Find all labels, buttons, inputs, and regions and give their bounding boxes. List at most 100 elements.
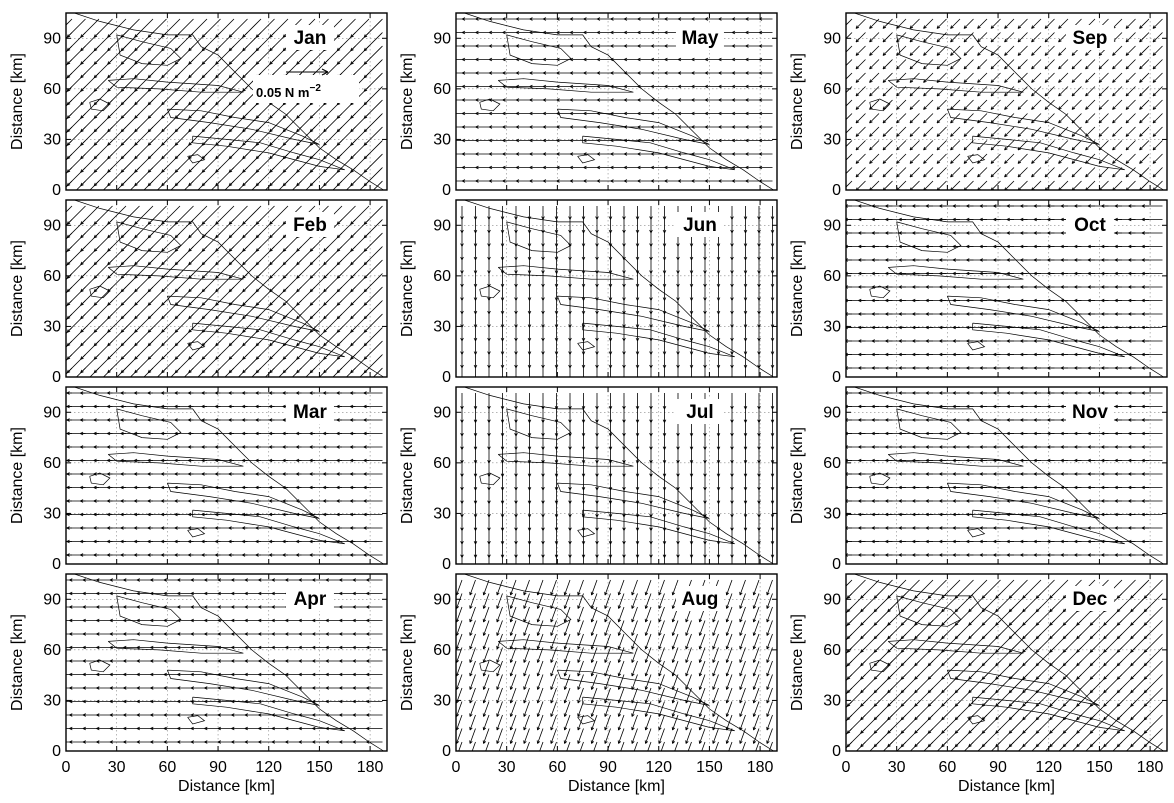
- wind-arrow: [757, 273, 761, 288]
- wind-arrow: [909, 153, 920, 164]
- wind-arrow: [1017, 86, 1028, 97]
- wind-arrow: [278, 367, 289, 377]
- wind-arrow: [461, 44, 476, 48]
- coastline-outline: [506, 221, 572, 253]
- wind-arrow: [363, 553, 383, 557]
- wind-arrow: [1152, 32, 1163, 43]
- wind-arrow: [456, 674, 463, 690]
- wind-arrow: [163, 618, 180, 623]
- wind-arrow: [541, 233, 545, 247]
- coastline-outline: [187, 715, 206, 725]
- coastline-outline: [107, 452, 244, 467]
- wind-arrow: [1085, 86, 1096, 97]
- wind-arrow: [66, 354, 73, 362]
- wind-arrow: [244, 645, 261, 650]
- wind-arrow: [475, 111, 489, 116]
- wind-arrow: [644, 660, 652, 677]
- wind-arrow: [1098, 126, 1109, 137]
- coastline-outline: [506, 408, 572, 440]
- wind-arrow: [869, 153, 880, 164]
- wind-arrow: [622, 206, 626, 220]
- wind-arrow: [622, 260, 626, 274]
- wind-arrow: [502, 125, 516, 129]
- wind-arrow: [461, 98, 476, 102]
- y-tick-label: 60: [43, 455, 61, 472]
- wind-arrow: [204, 699, 221, 704]
- wind-arrow: [1031, 140, 1042, 151]
- y-tick-label: 30: [823, 505, 841, 522]
- wind-arrow: [163, 632, 180, 636]
- wind-arrow: [1112, 99, 1123, 110]
- wind-arrow: [635, 354, 640, 369]
- coastline-outline: [972, 135, 1125, 171]
- wind-arrow: [363, 404, 383, 409]
- wind-arrow: [757, 287, 761, 301]
- wind-arrow: [1071, 741, 1082, 751]
- wind-arrow: [731, 152, 746, 156]
- coastline-outline: [947, 482, 1100, 519]
- wind-arrow: [739, 647, 746, 663]
- wind-arrow: [217, 605, 234, 609]
- coastline-outline: [187, 154, 206, 164]
- wind-arrow: [718, 368, 719, 377]
- wind-arrow: [96, 726, 113, 731]
- wind-arrow: [339, 605, 356, 609]
- wind-arrow: [990, 45, 1001, 56]
- wind-arrow: [529, 138, 543, 143]
- wind-arrow: [359, 367, 370, 377]
- wind-arrow: [977, 140, 988, 151]
- wind-arrow: [512, 741, 517, 751]
- month-label-bg: [285, 212, 334, 237]
- wind-arrow: [475, 165, 489, 170]
- wind-arrow: [712, 633, 719, 650]
- wind-arrow: [469, 687, 476, 704]
- wind-arrow: [1141, 445, 1163, 449]
- wind-arrow: [658, 647, 665, 663]
- wind-arrow: [644, 579, 652, 596]
- wind-arrow: [731, 30, 746, 35]
- wind-arrow: [1004, 99, 1015, 110]
- wind-arrow: [136, 726, 153, 731]
- wind-arrow: [550, 606, 557, 623]
- wind-arrow: [224, 180, 235, 190]
- wind-arrow: [177, 645, 194, 650]
- wind-arrow: [718, 84, 732, 89]
- wind-arrow: [566, 741, 571, 751]
- wind-arrow: [509, 660, 517, 677]
- coastline-outline: [167, 295, 320, 332]
- wind-arrow: [514, 354, 518, 369]
- wind-arrow: [109, 618, 126, 623]
- wind-arrow: [691, 71, 705, 75]
- wind-arrow: [1031, 113, 1042, 124]
- wind-arrow: [869, 32, 880, 43]
- coastline-outline: [107, 78, 244, 93]
- wind-arrow: [758, 98, 773, 102]
- wind-arrow: [882, 140, 893, 151]
- coastline-outline: [497, 452, 634, 467]
- wind-arrow: [595, 327, 599, 342]
- wind-arrow: [66, 340, 73, 348]
- wind-arrow: [456, 701, 463, 717]
- wind-arrow: [704, 98, 719, 102]
- wind-arrow: [123, 713, 140, 717]
- wind-arrow: [231, 659, 248, 663]
- wind-arrow: [664, 30, 678, 35]
- wind-arrow: [509, 687, 517, 704]
- wind-arrow: [298, 659, 315, 663]
- wind-arrow: [730, 327, 734, 342]
- wind-arrow: [352, 726, 369, 731]
- wind-arrow: [963, 99, 974, 110]
- wind-arrow: [644, 593, 652, 609]
- wind-arrow: [743, 354, 748, 369]
- y-tick-label: 60: [823, 455, 841, 472]
- wind-arrow: [569, 44, 584, 48]
- wind-arrow: [82, 726, 99, 731]
- wind-arrow: [1031, 86, 1042, 97]
- wind-arrow: [610, 165, 624, 170]
- wind-arrow: [909, 741, 920, 751]
- wind-arrow: [1031, 72, 1042, 83]
- wind-arrow: [82, 699, 99, 704]
- wind-arrow: [515, 152, 530, 156]
- wind-arrow: [637, 125, 651, 129]
- wind-arrow: [488, 138, 503, 143]
